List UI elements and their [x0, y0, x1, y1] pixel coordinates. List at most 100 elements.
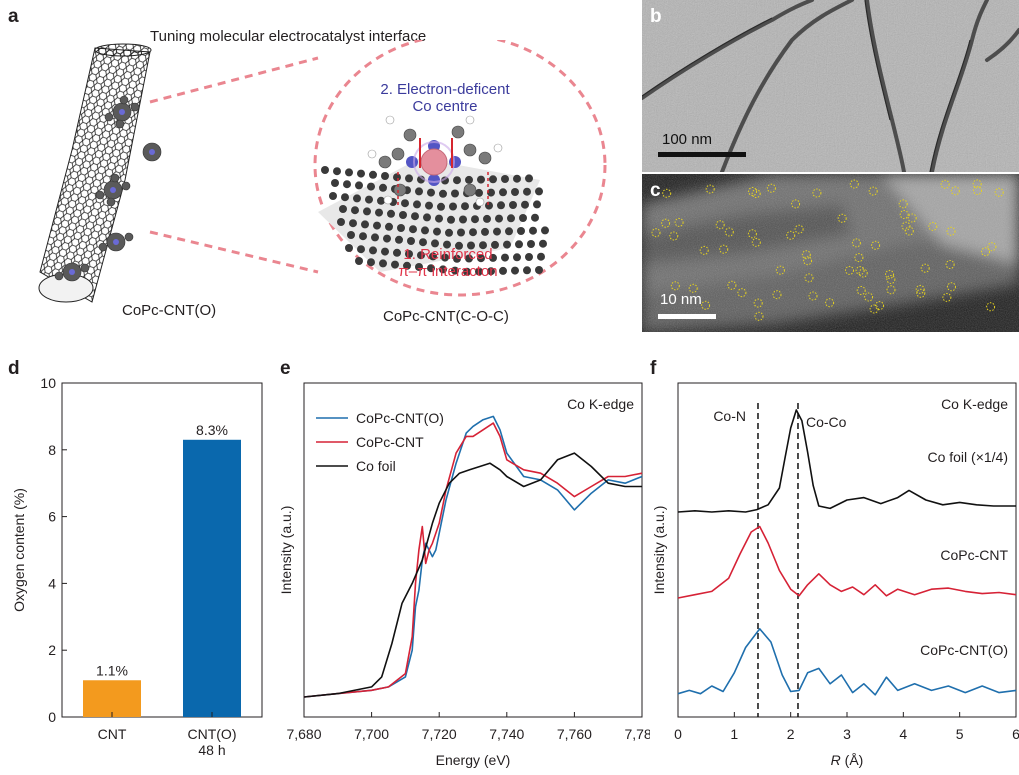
graphene-atom — [481, 227, 489, 236]
graphene-atom — [463, 267, 471, 276]
graphene-atom — [415, 187, 423, 196]
y-tick-label: 0 — [48, 709, 56, 725]
stem-atom-marker — [794, 224, 804, 234]
stem-scale-bar: 10 nm — [660, 291, 702, 308]
graphene-atom — [341, 193, 349, 202]
stem-atom-marker — [651, 228, 661, 238]
graphene-atom — [385, 222, 393, 231]
chart-e-xanes: 7,680 7,700 7,720 7,740 7,760 7,780 CoPc-CNT(O… — [278, 382, 650, 768]
panel-label-d: d — [8, 358, 20, 379]
graphene-atom — [357, 245, 365, 254]
graphene-atom — [505, 227, 513, 236]
series-line-1 — [303, 422, 643, 698]
graphene-atom — [451, 189, 459, 198]
graphene-atom — [511, 188, 519, 196]
stem-atom-marker — [674, 217, 684, 227]
graphene-atom — [425, 201, 433, 210]
x-tick-label: 3 — [843, 726, 851, 742]
x-tick-label: 0 — [674, 726, 682, 742]
graphene-atom — [487, 267, 495, 276]
stem-atom-marker — [856, 286, 866, 295]
graphene-atom — [369, 246, 377, 255]
x-category-label: 48 h — [198, 742, 225, 758]
graphene-atom — [499, 266, 507, 275]
graphene-atom — [533, 200, 541, 209]
graphene-atom — [541, 226, 549, 235]
annotation-electron-deficient: 2. Electron-deficent Co centre — [380, 81, 510, 115]
stem-atom-marker — [837, 213, 847, 223]
tube-label: CoPc-CNT(O) — [122, 302, 217, 319]
y-tick-label: 4 — [48, 575, 56, 591]
x-tick-label: 7,720 — [422, 726, 457, 742]
graphene-atom — [457, 228, 465, 237]
graphene-atom — [503, 240, 511, 249]
y-tick-label: 8 — [48, 442, 56, 458]
stem-atom-marker — [928, 221, 938, 231]
stem-atom-marker — [849, 179, 859, 189]
graphene-atom — [435, 214, 443, 223]
graphene-atom — [421, 226, 429, 235]
series-line-2 — [677, 628, 1017, 696]
stem-atom-marker — [901, 221, 911, 231]
stem-atom-marker — [875, 301, 884, 311]
panel-a-title: Tuning molecular electrocatalyst interfa… — [150, 28, 427, 45]
x-tick-label: 7,740 — [489, 726, 524, 742]
x-tick-label: 5 — [956, 726, 964, 742]
y-axis-label: Oxygen content (%) — [11, 488, 27, 612]
x-tick-label: 7,700 — [354, 726, 389, 742]
stem-atom-marker — [864, 292, 874, 302]
graphene-atom — [509, 201, 517, 209]
stem-atom-marker — [920, 263, 930, 273]
graphene-atom — [489, 253, 497, 262]
graphene-atom — [511, 266, 519, 275]
graphene-atom — [517, 227, 525, 235]
graphene-atom — [513, 253, 521, 262]
plot-frame — [61, 382, 263, 718]
graphene-atom — [475, 188, 483, 197]
stem-atom-marker — [898, 199, 908, 209]
series-label: CoPc-CNT — [940, 547, 1008, 563]
graphene-atom — [365, 195, 373, 204]
plot-frame — [303, 382, 643, 718]
bar-value-label: 1.1% — [96, 662, 128, 678]
stem-atom-marker — [940, 179, 950, 189]
graphene-atom — [427, 264, 435, 273]
stem-atom-marker — [987, 242, 997, 252]
graphene-atom — [431, 239, 439, 248]
stem-atom-marker — [699, 245, 709, 255]
graphene-atom — [485, 201, 493, 210]
graphene-atom — [373, 221, 381, 230]
graphene-atom — [495, 214, 503, 223]
panel-label-e: e — [280, 358, 291, 379]
graphene-atom — [441, 176, 449, 185]
bar-value-label: 8.3% — [196, 422, 228, 438]
marker-label: Co-Co — [806, 414, 847, 430]
graphene-atom — [491, 240, 499, 249]
graphene-atom — [499, 188, 507, 197]
graphene-atom — [381, 172, 389, 180]
graphene-atom — [487, 188, 495, 197]
stem-atom-marker — [751, 189, 761, 199]
graphene-atom — [493, 227, 501, 236]
graphene-atom — [409, 225, 417, 234]
graphene-atom — [321, 166, 329, 174]
graphene-sheet — [318, 158, 549, 276]
x-tick-label: 2 — [787, 726, 795, 742]
x-tick-label: 4 — [899, 726, 907, 742]
tem-scale-bar: 100 nm — [662, 131, 713, 148]
graphene-atom — [415, 263, 423, 271]
graphene-atom — [423, 213, 431, 222]
graphene-atom — [367, 258, 375, 267]
bar-1 — [183, 439, 241, 717]
graphene-atom — [387, 209, 395, 218]
graphene-atom — [329, 192, 337, 200]
graphene-atom — [469, 228, 477, 237]
graphene-atom — [405, 174, 413, 183]
legend-label: Co foil — [356, 458, 396, 474]
stem-atom-marker — [855, 266, 865, 276]
graphene-atom — [453, 254, 461, 263]
graphene-atom — [355, 181, 363, 190]
graphene-atom — [353, 194, 361, 203]
graphene-atom — [439, 189, 447, 198]
stem-atom-marker — [669, 231, 679, 241]
